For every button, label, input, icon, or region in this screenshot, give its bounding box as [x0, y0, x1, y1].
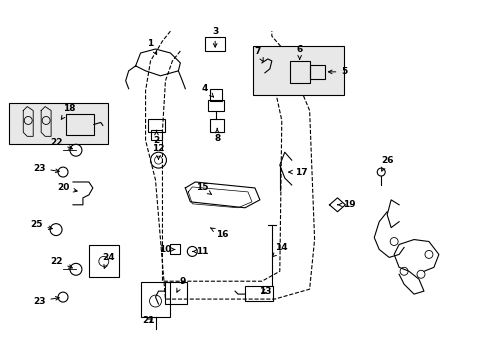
Text: 23: 23 — [33, 297, 59, 306]
Text: 2: 2 — [153, 130, 159, 145]
Bar — [141, 282, 170, 317]
FancyBboxPatch shape — [9, 103, 107, 144]
Bar — [147, 120, 165, 132]
Bar — [244, 286, 272, 301]
Text: 22: 22 — [50, 138, 72, 149]
Bar — [66, 113, 94, 135]
Text: 16: 16 — [210, 228, 228, 239]
Text: 20: 20 — [57, 184, 77, 193]
Bar — [150, 130, 162, 140]
Text: 17: 17 — [288, 167, 307, 176]
Text: 24: 24 — [102, 253, 115, 268]
Bar — [165, 282, 187, 304]
Bar — [289, 61, 309, 83]
Bar — [205, 37, 224, 51]
Text: 22: 22 — [50, 257, 72, 268]
Text: 26: 26 — [380, 156, 393, 171]
Text: 7: 7 — [254, 46, 263, 62]
Text: 14: 14 — [272, 243, 287, 257]
Bar — [170, 244, 180, 255]
Bar — [208, 100, 224, 111]
FancyBboxPatch shape — [252, 46, 344, 95]
Text: 11: 11 — [193, 247, 208, 256]
Text: 1: 1 — [147, 39, 156, 54]
Text: 21: 21 — [142, 316, 155, 325]
Text: 3: 3 — [212, 27, 218, 47]
Text: 4: 4 — [202, 84, 213, 97]
Text: 15: 15 — [196, 184, 211, 194]
Text: 10: 10 — [159, 245, 174, 254]
Text: 12: 12 — [152, 144, 164, 159]
Text: 9: 9 — [177, 277, 185, 292]
Text: 5: 5 — [328, 67, 347, 76]
Text: 18: 18 — [61, 104, 75, 119]
Text: 6: 6 — [296, 45, 302, 59]
Bar — [210, 89, 222, 100]
Text: 25: 25 — [30, 220, 52, 230]
Text: 23: 23 — [33, 163, 59, 172]
Bar — [210, 120, 224, 132]
Bar — [89, 246, 119, 277]
Text: 19: 19 — [337, 200, 355, 209]
Text: 13: 13 — [258, 287, 270, 296]
Bar — [309, 65, 324, 79]
Text: 8: 8 — [214, 128, 220, 143]
